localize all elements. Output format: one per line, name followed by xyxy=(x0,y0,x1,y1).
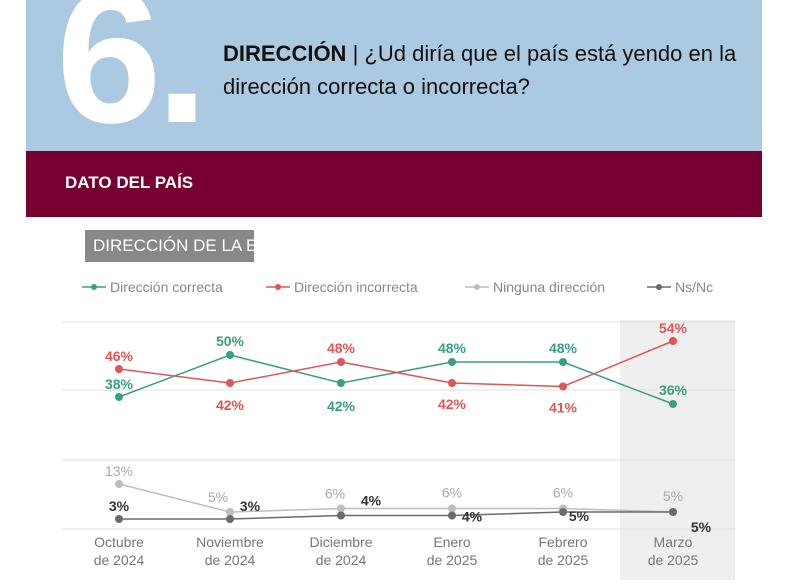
legend-label: Ninguna dirección xyxy=(493,279,605,295)
data-label: 4% xyxy=(462,509,483,525)
separator: | xyxy=(346,41,365,66)
x-tick-label: de 2024 xyxy=(205,552,256,568)
x-tick-label: de 2025 xyxy=(427,552,478,568)
band-label: DATO DEL PAÍS xyxy=(65,173,194,192)
data-point xyxy=(559,508,567,516)
data-label: 50% xyxy=(216,333,245,349)
data-label: 38% xyxy=(105,376,134,392)
data-point xyxy=(337,511,345,520)
data-label: 42% xyxy=(216,397,245,413)
question-text: ¿Ud diría que el país está yendo en la d… xyxy=(223,41,737,99)
data-label: 54% xyxy=(659,320,688,336)
data-label: 6% xyxy=(325,486,345,502)
section-number: 6. xyxy=(56,0,208,163)
data-point xyxy=(226,508,234,516)
data-label: 4% xyxy=(361,493,382,509)
data-label: 48% xyxy=(549,340,578,356)
chart-title: DIRECCIÓN DE LA ECONOMÍA xyxy=(93,236,339,255)
legend-label: Ns/Nc xyxy=(675,279,713,295)
data-point xyxy=(226,351,234,359)
data-label: 6% xyxy=(553,485,573,501)
data-point xyxy=(115,365,123,373)
title-bold: DIRECCIÓN xyxy=(223,41,347,66)
data-point xyxy=(337,504,345,513)
data-point xyxy=(226,515,234,523)
x-tick-label: de 2024 xyxy=(94,552,145,568)
data-label: 5% xyxy=(208,489,228,505)
data-point xyxy=(448,511,456,520)
data-point xyxy=(337,358,345,366)
data-point xyxy=(115,393,123,401)
data-point xyxy=(448,379,456,387)
x-tick-label: Marzo xyxy=(654,534,693,550)
legend-label: Dirección correcta xyxy=(110,279,223,295)
data-point xyxy=(669,337,677,345)
data-point xyxy=(559,382,567,391)
series-line xyxy=(118,483,674,513)
data-point xyxy=(669,400,677,408)
data-point xyxy=(448,504,456,513)
data-label: 13% xyxy=(105,463,133,479)
data-label: 3% xyxy=(240,498,261,514)
data-label: 48% xyxy=(327,340,356,356)
data-point xyxy=(226,379,234,387)
highlight-band xyxy=(620,320,735,580)
data-point xyxy=(559,358,567,366)
legend-marker xyxy=(474,284,480,290)
x-tick-label: de 2024 xyxy=(316,552,367,568)
data-label: 5% xyxy=(663,488,683,504)
section-band: DATO DEL PAÍS xyxy=(26,151,762,217)
legend-label: Dirección incorrecta xyxy=(294,279,418,295)
data-label: 5% xyxy=(569,508,590,524)
data-point xyxy=(669,508,677,516)
data-label: 41% xyxy=(549,400,578,416)
data-point xyxy=(448,358,456,366)
header-banner: 6. DIRECCIÓN | ¿Ud diría que el país est… xyxy=(26,0,762,163)
series-line xyxy=(118,340,674,388)
data-label: 3% xyxy=(109,498,130,514)
x-tick-label: Enero xyxy=(433,534,471,550)
data-label: 5% xyxy=(691,519,712,535)
data-point xyxy=(115,515,123,523)
chart-title-box xyxy=(85,230,254,262)
data-label: 36% xyxy=(659,382,688,398)
data-label: 6% xyxy=(442,485,462,501)
data-label: 46% xyxy=(105,348,134,364)
question-title: DIRECCIÓN | ¿Ud diría que el país está y… xyxy=(223,37,783,103)
legend-marker xyxy=(91,284,97,290)
data-point xyxy=(337,379,345,387)
legend-marker xyxy=(275,284,281,290)
x-tick-label: de 2025 xyxy=(648,552,699,568)
series-line xyxy=(119,511,673,520)
data-point xyxy=(115,480,123,488)
x-tick-label: Diciembre xyxy=(309,534,372,550)
data-label: 48% xyxy=(438,340,467,356)
legend-marker xyxy=(656,284,662,290)
data-label: 42% xyxy=(438,396,467,412)
data-label: 42% xyxy=(327,398,356,414)
x-tick-label: Octubre xyxy=(94,534,144,550)
x-tick-label: de 2025 xyxy=(538,552,589,568)
x-tick-label: Febrero xyxy=(538,534,587,550)
x-tick-label: Noviembre xyxy=(196,534,264,550)
